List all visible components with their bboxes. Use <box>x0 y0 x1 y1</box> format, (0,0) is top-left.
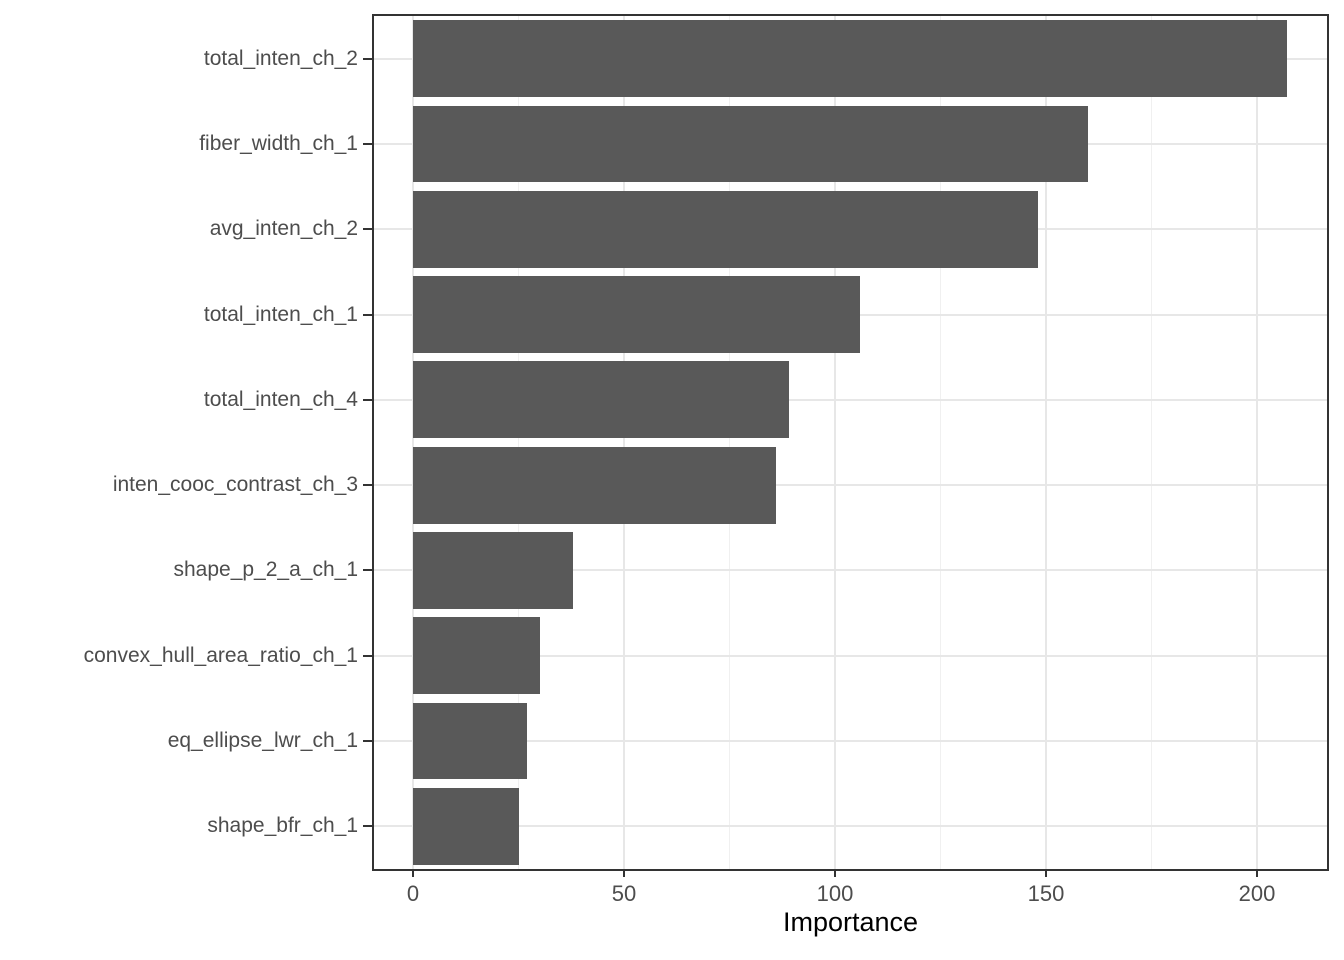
bar <box>413 532 574 609</box>
x-tick <box>623 871 625 877</box>
x-tick-label: 0 <box>406 881 420 906</box>
gridline-v-major <box>412 16 414 869</box>
gridline-v-minor <box>939 16 942 869</box>
x-tick-label: 150 <box>1027 881 1065 906</box>
y-tick-label: total_inten_ch_4 <box>203 387 358 411</box>
y-tick <box>363 313 372 316</box>
y-tick-label: avg_inten_ch_2 <box>209 217 358 241</box>
y-tick-label: total_inten_ch_1 <box>203 302 358 326</box>
bar <box>413 446 776 524</box>
y-tick <box>363 142 372 145</box>
gridline-v-minor <box>728 16 731 869</box>
bar <box>413 20 1287 98</box>
panel-border <box>372 14 1329 871</box>
y-tick-label: fiber_width_ch_1 <box>199 131 358 155</box>
bar <box>413 617 540 695</box>
x-tick <box>1256 871 1258 877</box>
y-tick <box>363 57 372 60</box>
gridline-v-minor <box>517 16 520 869</box>
x-tick-label: 100 <box>816 881 854 906</box>
y-tick-label: convex_hull_area_ratio_ch_1 <box>83 643 358 667</box>
gridline-v-major <box>623 16 625 869</box>
gridline-h <box>374 740 1327 743</box>
x-tick <box>1045 871 1047 877</box>
y-tick-label: shape_bfr_ch_1 <box>207 814 358 838</box>
y-tick <box>363 398 372 401</box>
y-tick <box>363 654 372 657</box>
bar <box>413 190 1038 268</box>
y-tick-label: shape_p_2_a_ch_1 <box>173 558 358 582</box>
gridline-h <box>374 484 1327 487</box>
y-tick <box>363 484 372 487</box>
gridline-v-major <box>834 16 836 869</box>
y-tick <box>363 825 372 828</box>
gridline-v-minor <box>1150 16 1153 869</box>
y-tick <box>363 569 372 572</box>
y-tick <box>363 740 372 743</box>
gridline-h <box>374 398 1327 401</box>
bar <box>413 105 1089 183</box>
bar <box>413 361 789 439</box>
gridline-h <box>374 654 1327 657</box>
x-tick-label: 50 <box>611 881 637 906</box>
x-axis-title: Importance <box>782 907 919 937</box>
gridline-h <box>374 569 1327 572</box>
y-tick-label: eq_ellipse_lwr_ch_1 <box>167 729 358 753</box>
bar <box>413 276 861 353</box>
gridline-h <box>374 825 1327 828</box>
y-tick-label: total_inten_ch_2 <box>203 46 358 70</box>
x-tick <box>834 871 836 877</box>
bar <box>413 787 519 865</box>
x-tick <box>412 871 414 877</box>
x-tick-label: 200 <box>1238 881 1276 906</box>
y-tick <box>363 228 372 231</box>
y-tick-label: inten_cooc_contrast_ch_3 <box>112 473 358 497</box>
bar <box>413 702 527 780</box>
gridline-v-major <box>1256 16 1258 869</box>
gridline-v-major <box>1045 16 1047 869</box>
